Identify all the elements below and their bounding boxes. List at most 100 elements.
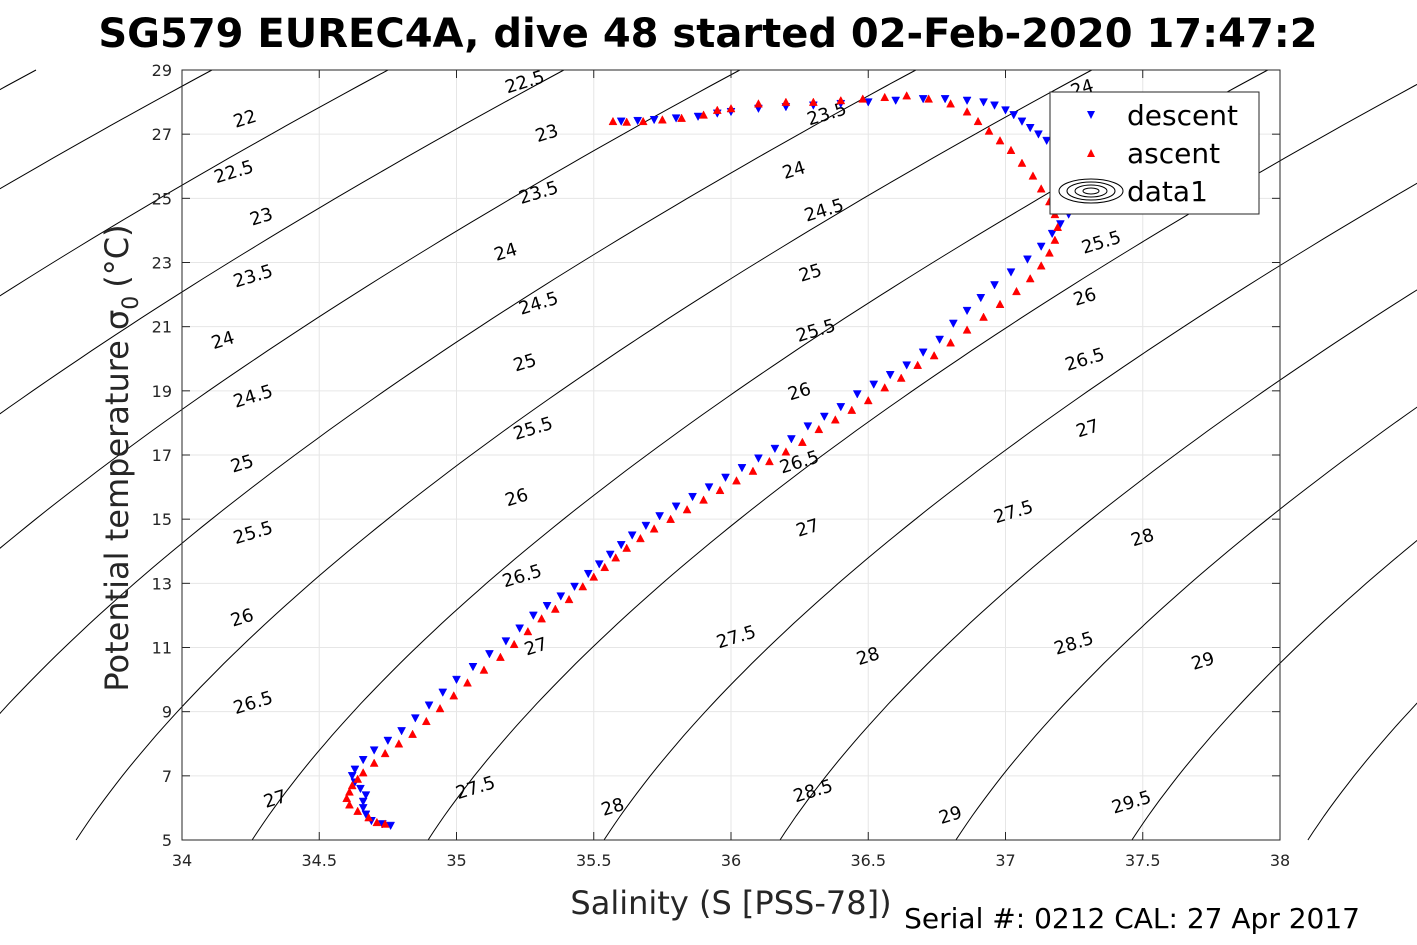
y-axis-label: Potential temperature σ0 (°C) xyxy=(98,224,144,691)
descent-point xyxy=(869,380,879,389)
ascent-point xyxy=(754,99,763,108)
contour-line-26 xyxy=(75,69,1093,841)
ascent-point xyxy=(435,703,445,713)
ascent-point xyxy=(479,665,489,674)
descent-point xyxy=(397,727,407,736)
descent-point xyxy=(468,663,478,672)
y-tick-label: 19 xyxy=(152,382,172,401)
ascent-point xyxy=(995,136,1005,145)
descent-point xyxy=(356,784,365,794)
descent-point xyxy=(1023,255,1032,264)
descent-point xyxy=(990,281,999,290)
ascent-point xyxy=(1028,171,1038,180)
descent-point xyxy=(641,521,651,531)
ascent-point xyxy=(421,716,431,726)
descent-point xyxy=(935,335,945,345)
ascent-point xyxy=(666,514,676,523)
ascent-point xyxy=(380,819,390,828)
descent-point xyxy=(358,797,368,807)
y-tick-label: 7 xyxy=(162,767,172,786)
legend-contour-icon xyxy=(1074,184,1108,198)
ascent-point xyxy=(880,92,890,102)
descent-point xyxy=(1047,229,1057,239)
legend-contour-icon xyxy=(1066,181,1116,201)
ascent-point xyxy=(836,95,846,105)
descent-point xyxy=(501,637,511,646)
ascent-point xyxy=(1050,235,1060,244)
ascent-point xyxy=(1012,286,1021,296)
descent-point xyxy=(594,560,604,569)
y-tick-label: 13 xyxy=(152,574,172,593)
ascent-point xyxy=(781,447,791,456)
x-tick-label: 36.5 xyxy=(850,851,886,870)
descent-point xyxy=(347,772,357,781)
y-tick-label: 5 xyxy=(162,831,172,850)
ascent-point xyxy=(1006,145,1016,154)
ascent-point xyxy=(863,395,873,405)
y-tick-label: 17 xyxy=(152,446,172,465)
contour-line-24 xyxy=(0,69,389,297)
x-tick-label: 37.5 xyxy=(1125,851,1161,870)
legend: descent ascent data1 xyxy=(1049,91,1260,215)
x-tick-label: 37 xyxy=(995,851,1015,870)
ascent-point xyxy=(1017,158,1027,167)
y-axis-label-main: Potential temperature σ xyxy=(98,310,136,692)
ascent-point xyxy=(496,652,505,661)
legend-contour-icon xyxy=(1058,178,1124,204)
ascent-point xyxy=(611,553,621,562)
descent-point xyxy=(721,473,730,482)
descent-point xyxy=(1009,111,1019,120)
ascent-point xyxy=(449,691,459,700)
ascent-point xyxy=(781,97,791,106)
descent-point xyxy=(1036,242,1046,251)
descent-point xyxy=(570,582,579,592)
y-tick-label: 23 xyxy=(152,254,172,273)
descent-series xyxy=(347,95,1082,831)
ascent-point xyxy=(913,360,923,369)
ascent-point xyxy=(537,614,547,623)
legend-label-ascent: ascent xyxy=(1127,137,1220,170)
ascent-point xyxy=(814,424,824,434)
descent-point xyxy=(671,114,681,123)
ascent-point xyxy=(896,373,906,382)
descent-point xyxy=(885,371,895,380)
descent-point xyxy=(693,112,703,122)
ascent-point xyxy=(1025,274,1035,283)
descent-point xyxy=(633,116,643,126)
descent-point xyxy=(616,117,626,126)
ascent-point xyxy=(946,338,956,347)
descent-point xyxy=(556,592,566,601)
descent-point xyxy=(350,765,360,774)
y-axis-label-unit: (°C) xyxy=(98,224,136,287)
ascent-point xyxy=(765,456,774,466)
ascent-point xyxy=(347,780,357,790)
ascent-point xyxy=(808,97,818,106)
x-tick-label: 35.5 xyxy=(576,851,612,870)
descent-point xyxy=(361,791,371,800)
ascent-point xyxy=(682,505,692,514)
contour-line-26.5 xyxy=(251,69,1269,841)
legend-contour-icon xyxy=(1082,187,1100,195)
ascent-point xyxy=(830,415,840,424)
ascent-point xyxy=(902,91,912,100)
ascent-point xyxy=(962,325,972,334)
ascent-point xyxy=(578,582,588,591)
ascent-point xyxy=(635,533,645,543)
descent-point xyxy=(962,306,972,316)
ascent-point xyxy=(677,113,687,122)
descent-point xyxy=(605,550,615,559)
y-tick-label: 27 xyxy=(152,125,172,144)
contour-line-29.5 xyxy=(1307,702,1417,841)
descent-point xyxy=(1001,106,1010,115)
x-tick-label: 36 xyxy=(721,851,741,870)
y-axis-label-sub: 0 xyxy=(119,296,144,310)
ascent-point xyxy=(380,748,390,758)
ascent-point xyxy=(1053,222,1063,231)
ascent-point xyxy=(345,787,354,796)
descent-point xyxy=(515,624,525,633)
descent-point xyxy=(770,444,780,454)
contour-line-25 xyxy=(0,69,741,549)
descent-point xyxy=(819,412,829,422)
descent-point xyxy=(852,390,862,399)
ascent-point xyxy=(1045,248,1054,257)
